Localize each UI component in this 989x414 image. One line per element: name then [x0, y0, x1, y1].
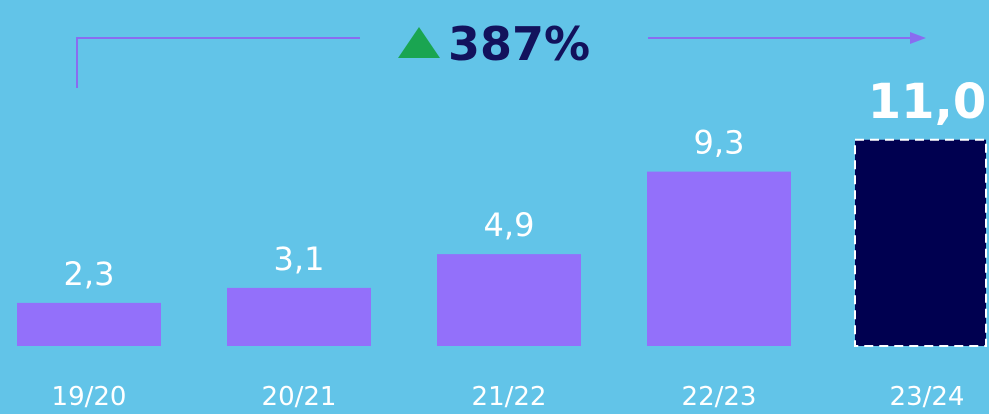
bar [437, 254, 581, 346]
value-label: 2,3 [64, 255, 115, 293]
bar [17, 302, 161, 346]
growth-arrow-left [76, 37, 360, 88]
x-tick-label: 20/21 [262, 382, 337, 412]
value-label: 11,0 [868, 74, 986, 130]
up-triangle [398, 27, 440, 58]
x-tick-label: 21/22 [472, 382, 547, 412]
value-label: 9,3 [694, 124, 745, 162]
value-label: 3,1 [274, 240, 325, 278]
bar [227, 287, 371, 346]
growth-annotation: 387% [448, 17, 590, 71]
x-tick-label: 22/23 [682, 382, 757, 412]
x-tick-label: 19/20 [52, 382, 127, 412]
value-label: 4,9 [484, 206, 535, 244]
x-tick-label: 23/24 [890, 382, 965, 412]
bar-highlight [854, 138, 987, 347]
bar [647, 171, 791, 346]
arrow-head [910, 32, 926, 44]
